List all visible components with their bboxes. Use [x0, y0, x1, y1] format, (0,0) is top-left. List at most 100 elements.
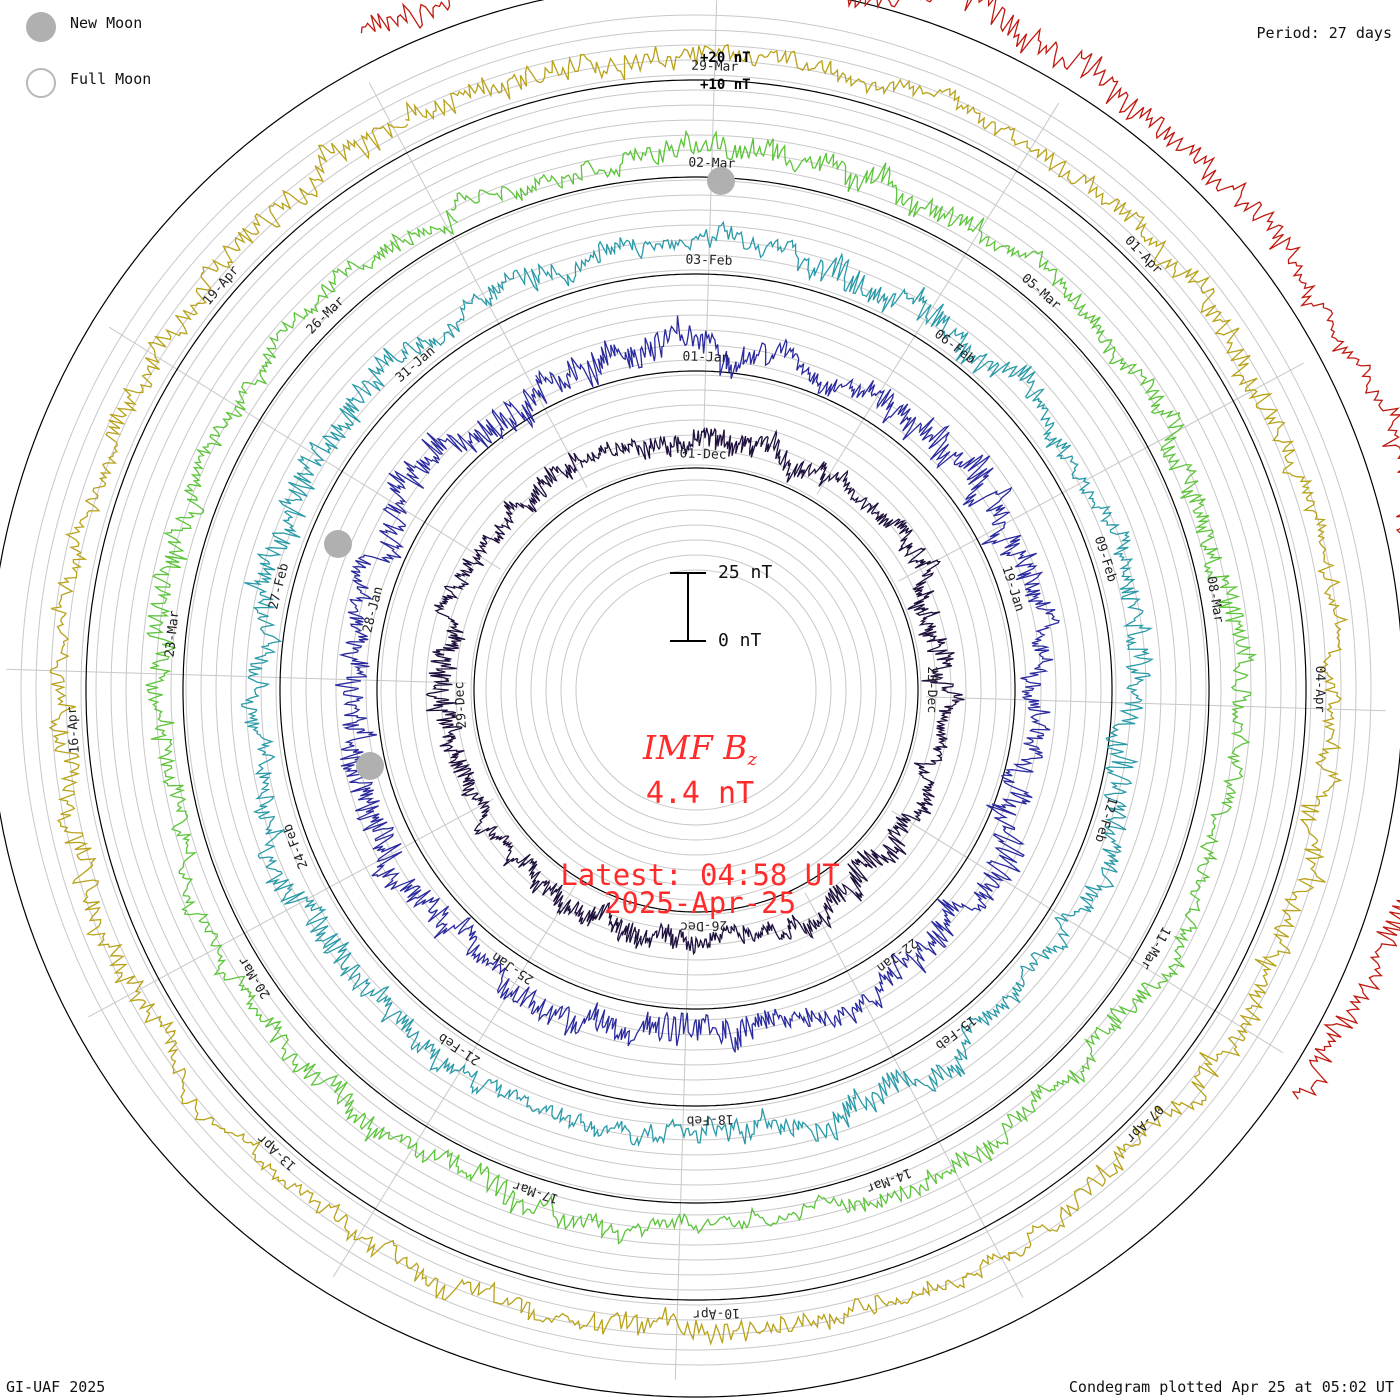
- date-label: 04-Apr: [1312, 666, 1327, 713]
- new-moon-marker-icon: [324, 530, 352, 558]
- date-label: 01-Jan: [682, 349, 729, 365]
- date-label: 26-Dec: [680, 917, 727, 934]
- grid-spoke: [6, 668, 467, 684]
- date-label: 05-Mar: [1018, 271, 1063, 313]
- date-label: 23-Mar: [163, 610, 183, 658]
- date-label: 29-Dec: [452, 681, 470, 729]
- grid-ring: [140, 134, 1252, 1246]
- outer-scale-20-label: +20 nT: [700, 50, 751, 66]
- new-moon-marker-icon: [707, 167, 735, 195]
- date-label: 19-Jan: [998, 564, 1027, 613]
- date-label: 23-Dec: [924, 666, 939, 713]
- outer-scale: +20 nT +10 nT: [700, 50, 751, 93]
- grid-ring: [20, 14, 1372, 1366]
- bz-traces: [48, 0, 1400, 1346]
- chart-title-main: IMF B: [643, 728, 748, 767]
- trace-rotation-1: [425, 426, 965, 956]
- grid-spoke: [925, 696, 1386, 712]
- grid-spoke: [816, 102, 1060, 495]
- grid-ring: [380, 374, 1012, 1006]
- current-value: 4.4 nT: [645, 776, 755, 811]
- grid-spoke: [88, 798, 494, 1018]
- latest-date: 2025-Apr-25: [603, 886, 797, 920]
- grid-ring: [425, 419, 967, 961]
- grid-spoke: [368, 82, 588, 488]
- date-label: 11-Mar: [1137, 924, 1173, 972]
- scale-bar: [670, 572, 706, 642]
- grid-ring: [410, 404, 982, 976]
- plotted-timestamp: Condegram plotted Apr 25 at 05:02 UT: [1068, 1378, 1394, 1396]
- grid-ring: [275, 269, 1117, 1111]
- date-label: 25-Jan: [489, 948, 536, 986]
- grid-ring: [125, 119, 1267, 1261]
- trace-rotation-3: [240, 220, 1155, 1148]
- grid-ring: [335, 329, 1057, 1051]
- scale-top-label: 25 nT: [718, 562, 773, 583]
- grid-spoke: [332, 885, 576, 1278]
- grid-ring: [305, 299, 1087, 1081]
- grid-spoke: [804, 892, 1024, 1298]
- grid-spoke: [891, 810, 1284, 1054]
- grid-ring: [545, 539, 847, 841]
- grid-ring: [455, 449, 937, 931]
- scale-bottom-label: 0 nT: [718, 630, 762, 651]
- grid-ring: [260, 254, 1132, 1126]
- new-moon-legend-label: New Moon: [70, 14, 143, 32]
- baseline-rotation-3: [279, 273, 1113, 1107]
- date-label: 10-Apr: [693, 1305, 741, 1322]
- latest-time: Latest: 04:58 UT: [560, 858, 840, 892]
- grid-spoke: [108, 326, 501, 570]
- grid-ring: [470, 464, 922, 916]
- trace-rotation-5: [48, 43, 1349, 1346]
- full-moon-icon: [26, 68, 56, 98]
- date-label: 08-Mar: [1203, 575, 1226, 624]
- grid-ring: [575, 569, 817, 811]
- moon-markers: [324, 167, 735, 780]
- grid-ring: [215, 209, 1177, 1171]
- date-label: 31-Jan: [393, 344, 438, 386]
- credit-label: GI-UAF 2025: [6, 1378, 106, 1396]
- grid-ring: [110, 104, 1282, 1276]
- grid-ring: [170, 164, 1222, 1216]
- grid-ring: [230, 224, 1162, 1156]
- baseline-rotation-1: [473, 467, 919, 913]
- grid-ring: [485, 479, 907, 901]
- grid-ring: [290, 284, 1102, 1096]
- grid-ring: [200, 194, 1192, 1186]
- grid-ring: [560, 554, 832, 826]
- date-label: 29-Mar: [691, 59, 739, 75]
- baseline-rotation-2: [376, 370, 1016, 1010]
- trace-rotation-6: [360, 0, 1400, 1100]
- date-label: 26-Mar: [304, 294, 348, 338]
- baseline-rotation-4: [182, 176, 1210, 1204]
- date-label: 01-Dec: [679, 446, 726, 462]
- grid-ring: [530, 524, 862, 856]
- grid-ring: [515, 509, 877, 871]
- outer-scale-10-label: +10 nT: [700, 77, 751, 93]
- grid-ring: [50, 44, 1342, 1336]
- date-label: 16-Apr: [65, 706, 83, 754]
- chart-title-subscript: z: [747, 749, 757, 770]
- radial-grid: [20, 14, 1372, 1366]
- grid-spoke: [674, 919, 690, 1380]
- grid-ring: [35, 29, 1357, 1351]
- grid-ring: [395, 389, 997, 991]
- grid-ring: [185, 179, 1207, 1201]
- day-spokes: [6, 0, 1386, 1380]
- grid-spoke: [898, 362, 1304, 582]
- baseline-rotation-5: [85, 79, 1307, 1301]
- trace-rotation-2: [335, 315, 1060, 1053]
- grid-ring: [95, 89, 1297, 1291]
- grid-spoke: [702, 0, 718, 461]
- date-label: 28-Jan: [360, 585, 386, 634]
- full-moon-legend-label: Full Moon: [70, 70, 152, 88]
- new-moon-marker-icon: [356, 752, 384, 780]
- date-label: 03-Feb: [685, 253, 733, 269]
- trace-rotation-4: [145, 129, 1258, 1245]
- grid-ring: [245, 239, 1147, 1141]
- chart-title: IMF Bz: [0, 728, 1400, 770]
- grid-ring: [80, 74, 1312, 1306]
